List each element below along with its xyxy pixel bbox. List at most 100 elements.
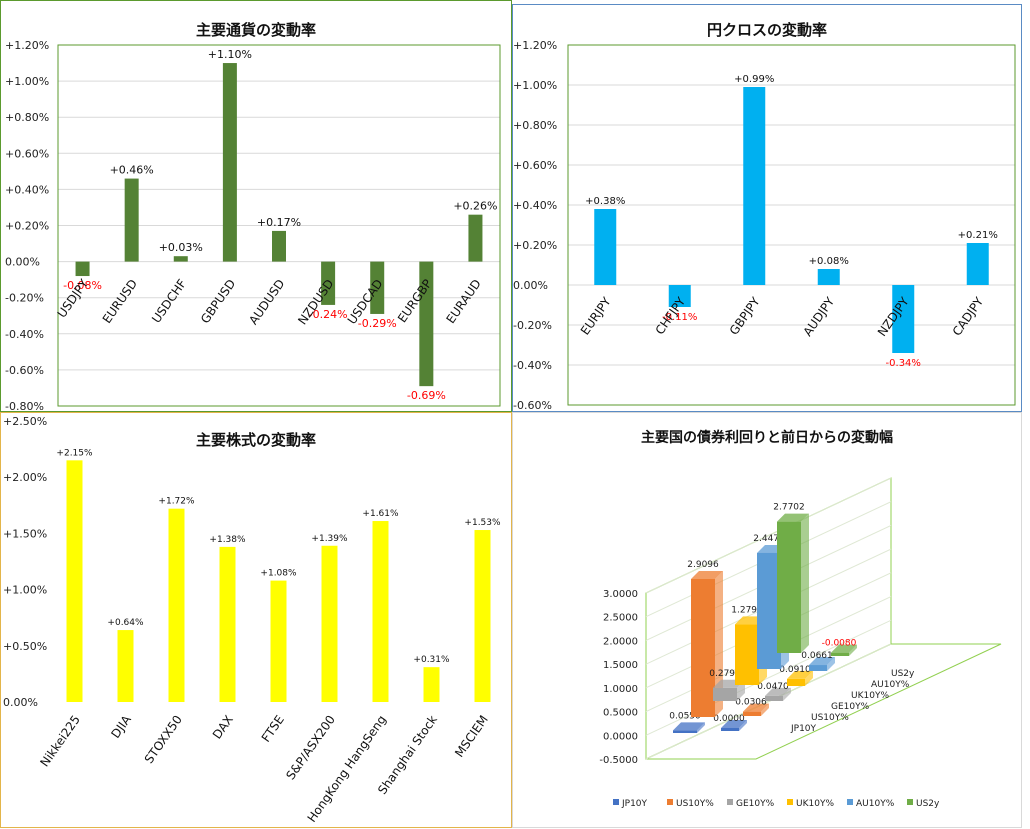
- bar: [743, 87, 766, 285]
- yield-bar-top: [691, 571, 723, 580]
- chart-title: 円クロスの変動率: [706, 21, 827, 39]
- gridline: [645, 477, 892, 594]
- data-label: -0.69%: [407, 389, 446, 402]
- yield-bar: [713, 687, 737, 701]
- y-tick-label: -0.40%: [5, 328, 44, 341]
- y-tick-label: +0.40%: [513, 199, 557, 212]
- bar: [817, 269, 840, 285]
- yield-bar: [777, 521, 801, 653]
- category-label: AUDUSD: [246, 277, 287, 328]
- change-bar-top: [721, 720, 747, 728]
- plot-area-border: [567, 44, 1016, 406]
- change-bar-side: [783, 687, 791, 701]
- y-tick-label: +0.50%: [3, 640, 47, 653]
- y-tick-label: -0.60%: [5, 364, 44, 377]
- bar: [117, 630, 134, 702]
- yield-bar-top: [777, 513, 809, 522]
- yield-bar: [673, 730, 697, 733]
- y-tick-label: +1.20%: [513, 39, 557, 52]
- category-label: STOXX50: [142, 713, 185, 766]
- data-label: 0.0306: [735, 698, 767, 708]
- bar: [222, 63, 237, 262]
- data-label: -0.11%: [662, 312, 697, 323]
- data-label: +1.53%: [464, 518, 501, 528]
- bar: [370, 261, 385, 314]
- bar: [892, 285, 915, 353]
- data-label: 0.0550: [669, 711, 701, 721]
- y-tick-label: +0.20%: [513, 239, 557, 252]
- category-label: MSCIEM: [452, 713, 491, 760]
- change-bar-side: [849, 644, 857, 656]
- yield-bar-side: [697, 722, 705, 733]
- category-label: GBPJPY: [727, 294, 763, 337]
- data-label: 0.0661: [801, 651, 833, 661]
- change-bar: [809, 665, 827, 671]
- data-label: 1.2790: [731, 605, 763, 615]
- data-label: 0.0910: [779, 665, 811, 675]
- category-label: EURAUD: [443, 277, 483, 326]
- category-label: FTSE: [259, 713, 287, 745]
- legend-swatch: [613, 799, 619, 805]
- legend-swatch: [787, 799, 793, 805]
- y-tick-label: 0.00%: [3, 696, 38, 709]
- y-tick-label: +1.20%: [5, 39, 49, 52]
- data-label: +0.08%: [809, 256, 849, 267]
- stock-change-chart: 主要株式の変動率 0.00% +0.50% +1.00% +1.50% +2.00% +2…: [0, 412, 512, 828]
- category-label: EURJPY: [578, 294, 614, 337]
- bond-yield-plot: -0.5000 0.0000 0.5000 1.0000 1.5000 2.0000 2.5…: [599, 477, 1002, 809]
- change-bar: [787, 678, 805, 686]
- data-label: 0.0000: [713, 714, 745, 724]
- y-tick-label: +0.60%: [5, 147, 49, 160]
- y-tick-label: +0.60%: [513, 159, 557, 172]
- chart-title: 主要国の債券利回りと前日からの変動幅: [641, 430, 893, 446]
- plot-area-border: [57, 44, 501, 407]
- legend-label: AU10Y%: [856, 799, 895, 809]
- depth-axis-label: US10Y%: [811, 713, 849, 723]
- data-label: +0.21%: [958, 230, 998, 241]
- legend-swatch: [727, 799, 733, 805]
- bar: [66, 460, 83, 702]
- y-tick-label: +0.20%: [5, 220, 49, 233]
- chart-title: 主要株式の変動率: [195, 431, 316, 449]
- legend-label: GE10Y%: [736, 799, 775, 809]
- yield-bar-side: [801, 513, 809, 653]
- y-tick-label: 2.0000: [603, 636, 638, 647]
- yield-bar: [735, 624, 759, 685]
- y-tick-label: +2.00%: [3, 471, 47, 484]
- data-label: +0.38%: [585, 196, 625, 207]
- y-tick-label: +0.40%: [5, 183, 49, 196]
- legend-swatch: [667, 799, 673, 805]
- yield-bar-side: [737, 679, 745, 701]
- bar: [321, 261, 336, 305]
- yen-cross-change-chart: 円クロスの変動率 -0.60% -0.40% -0.20% 0.00% +0.20% +0…: [512, 4, 1022, 412]
- yield-bar-top: [673, 722, 705, 731]
- yield-bar: [691, 579, 715, 717]
- legend-label: US10Y%: [676, 799, 714, 809]
- change-bar-side: [827, 657, 835, 671]
- y-tick-label: -0.20%: [513, 319, 552, 332]
- yen-cross-change-plot: -0.60% -0.40% -0.20% 0.00% +0.20% +0.40% +0.60…: [513, 39, 1016, 412]
- data-label: -0.24%: [309, 308, 348, 321]
- category-label: EURUSD: [100, 277, 140, 326]
- y-tick-label: +2.50%: [3, 415, 47, 428]
- depth-axis-label: AU10Y%: [871, 680, 910, 690]
- change-bar: [831, 652, 849, 656]
- data-label: +1.61%: [362, 509, 399, 519]
- bar: [372, 521, 389, 702]
- bar: [419, 261, 434, 387]
- bar: [423, 667, 440, 702]
- currency-change-chart: 主要通貨の変動率 -0.80% -0.60% -0.40% -0.20% 0.00% +0…: [0, 0, 512, 413]
- data-label: +1.72%: [158, 497, 195, 507]
- gridline: [645, 643, 892, 760]
- category-label: CADJPY: [950, 294, 987, 338]
- data-label: 2.4470: [753, 534, 785, 544]
- change-bar: [721, 728, 739, 731]
- data-label: +0.03%: [159, 241, 203, 254]
- legend-swatch: [907, 799, 913, 805]
- legend-label: US2y: [916, 799, 940, 809]
- bar: [668, 285, 691, 307]
- depth-axis-label: US2y: [891, 669, 915, 679]
- change-bar-top: [765, 687, 791, 696]
- y-tick-label: 2.5000: [603, 613, 638, 624]
- category-label: AUDJPY: [800, 294, 837, 339]
